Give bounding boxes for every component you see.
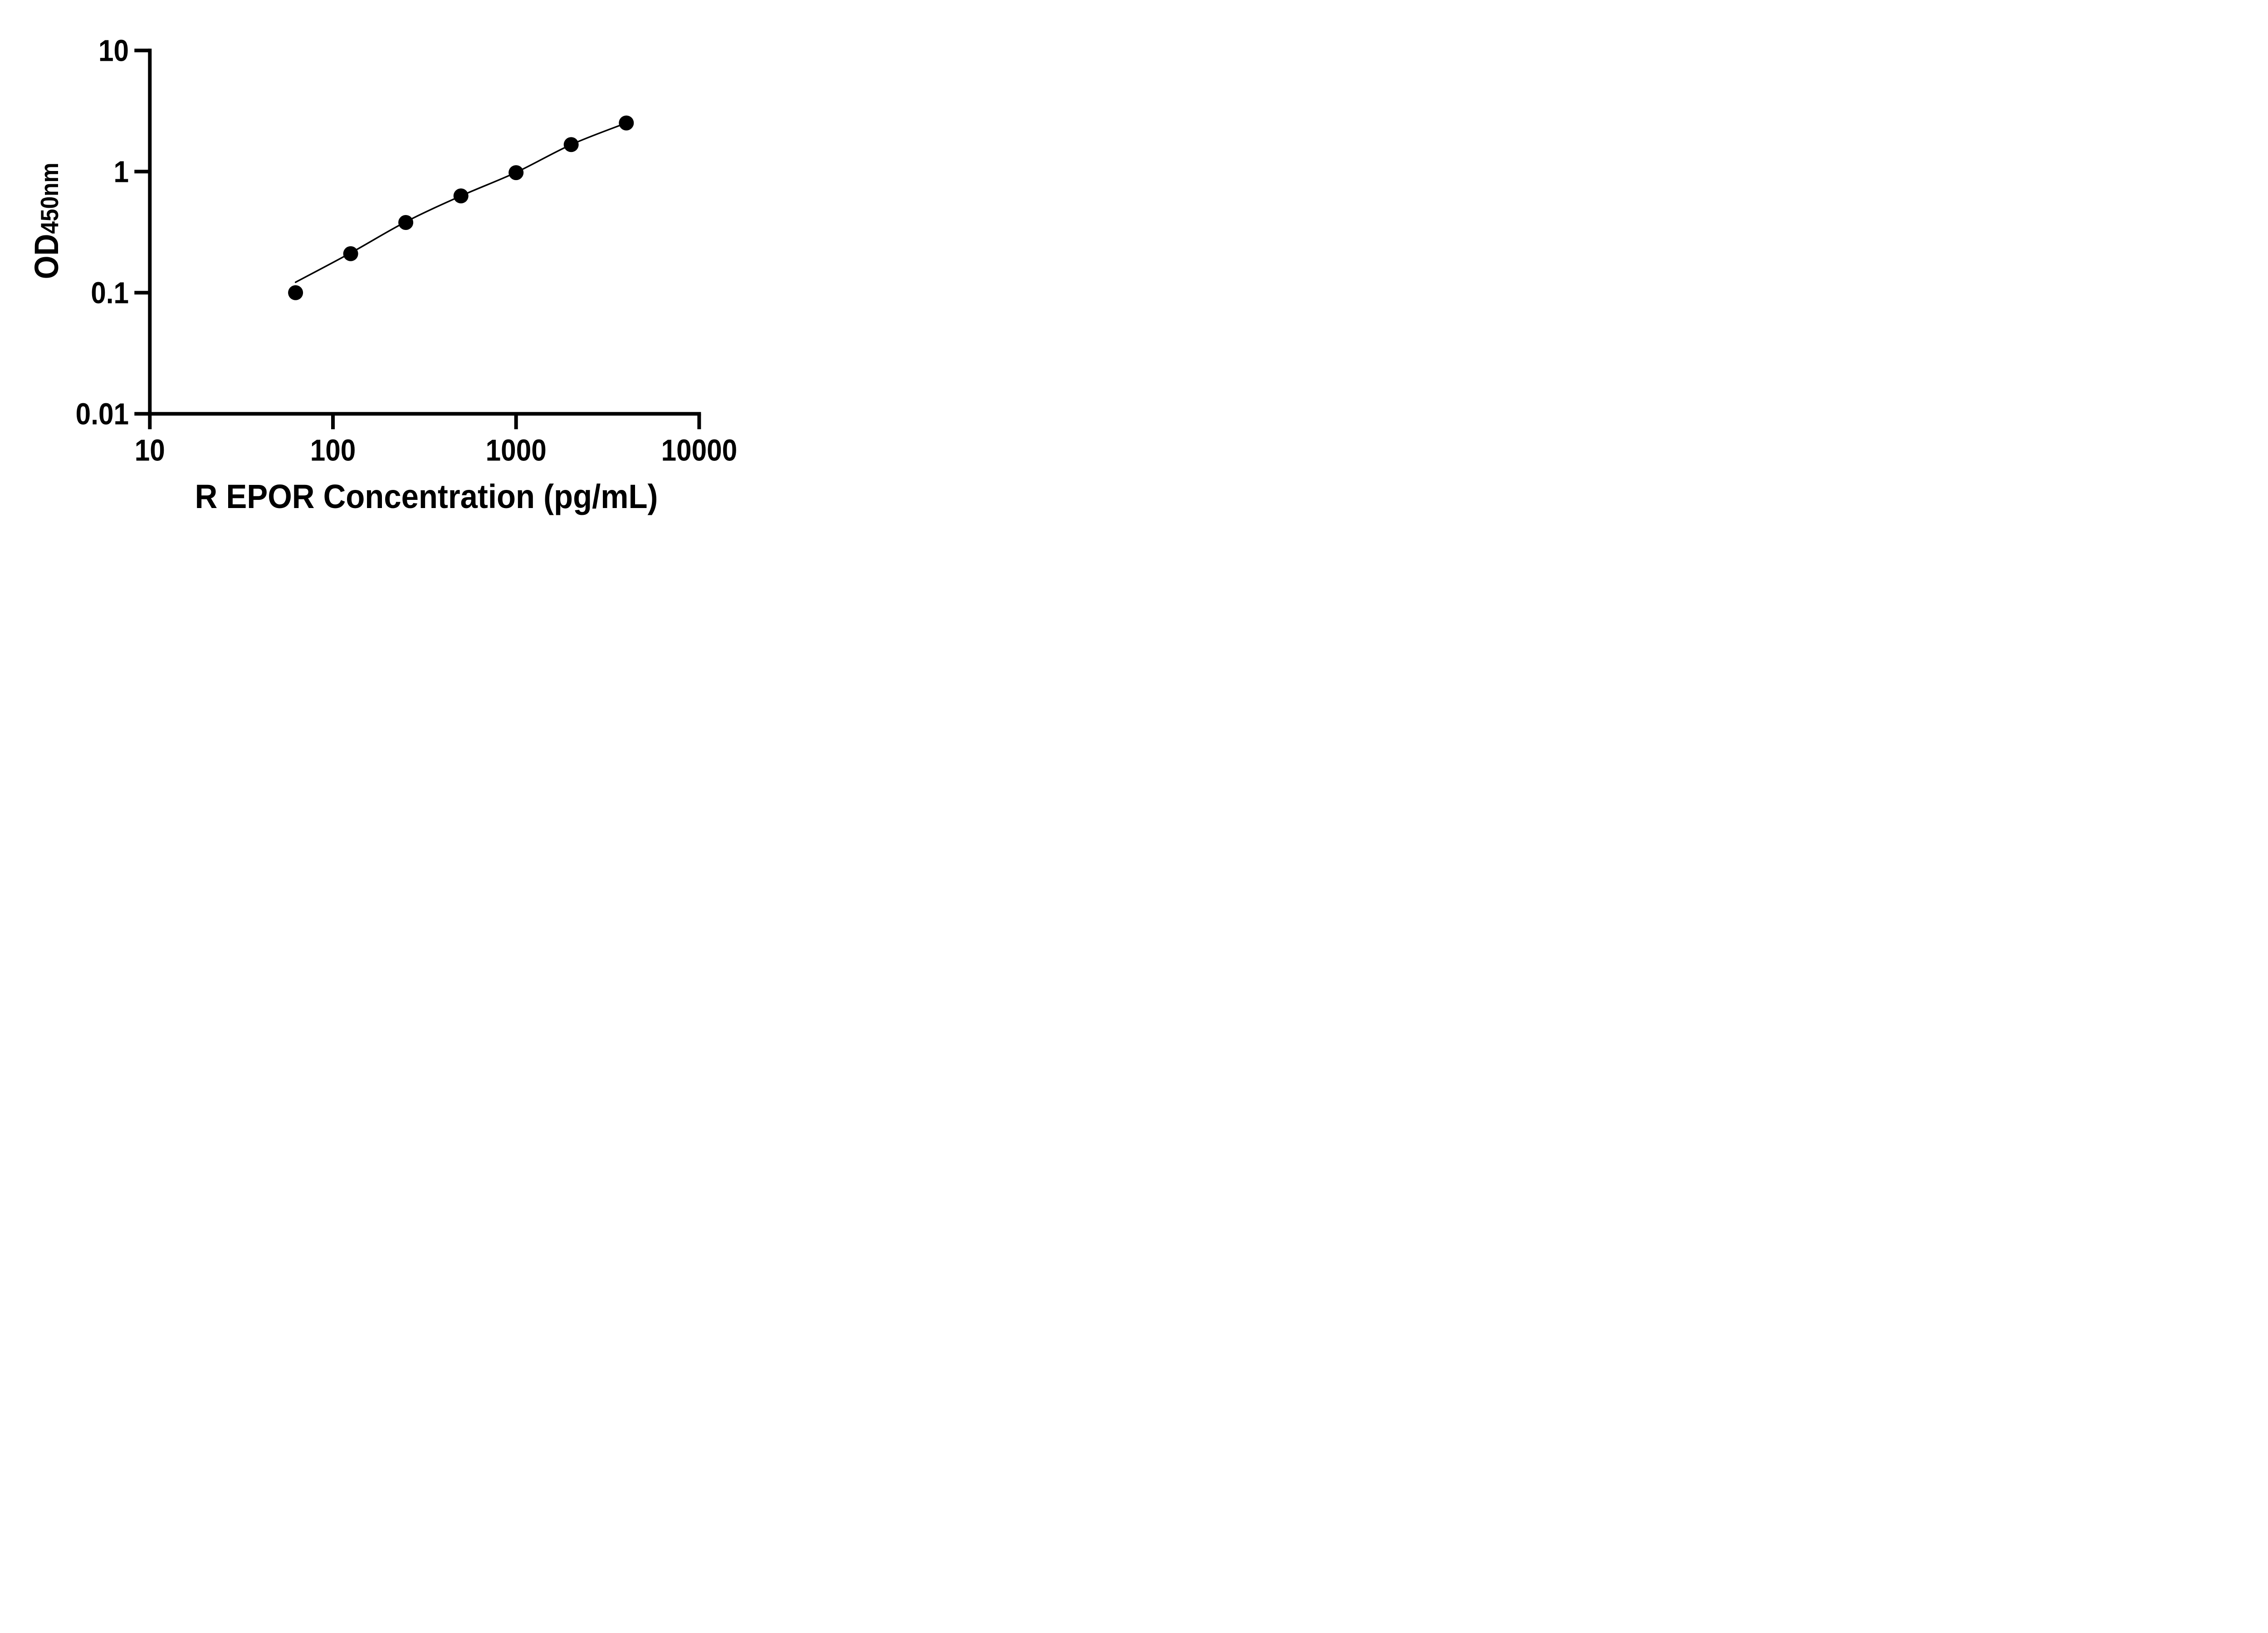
y-tick-label: 1 xyxy=(113,154,129,189)
x-tick-label: 10 xyxy=(135,433,165,468)
y-tick-label-group: 1 xyxy=(113,154,129,189)
y-tick-label-group: 0.1 xyxy=(91,275,129,310)
x-tick-label-group: 10 xyxy=(135,433,165,468)
y-tick-label: 0.01 xyxy=(76,396,129,431)
x-tick-label: 1000 xyxy=(486,433,547,468)
x-tick-label-group: 100 xyxy=(310,433,356,468)
data-point xyxy=(508,165,524,181)
x-tick-label-group: 1000 xyxy=(486,433,547,468)
x-tick-label-group: 10000 xyxy=(661,433,738,468)
data-point xyxy=(288,285,303,300)
y-axis-title: OD450nm xyxy=(28,162,65,279)
data-point xyxy=(398,215,414,230)
y-tick-label: 0.1 xyxy=(91,275,129,310)
x-tick-label: 100 xyxy=(310,433,356,468)
y-tick-label-group: 10 xyxy=(98,33,129,68)
y-tick-label: 10 xyxy=(98,33,129,68)
x-tick-label: 10000 xyxy=(661,433,738,468)
data-point xyxy=(563,137,579,152)
data-point xyxy=(453,188,469,204)
y-axis-title-main: OD xyxy=(28,234,65,279)
data-point xyxy=(343,246,358,261)
data-point xyxy=(619,115,634,131)
elisa-standard-curve-figure: 10 1 0.1 0.01 10 100 1000 10000 OD450nm R EPOR … xyxy=(0,0,777,544)
y-axis-title-sub: 450nm xyxy=(35,162,64,234)
y-tick-label-group: 0.01 xyxy=(76,396,129,431)
x-axis-title: R EPOR Concentration (pg/mL) xyxy=(195,478,658,515)
